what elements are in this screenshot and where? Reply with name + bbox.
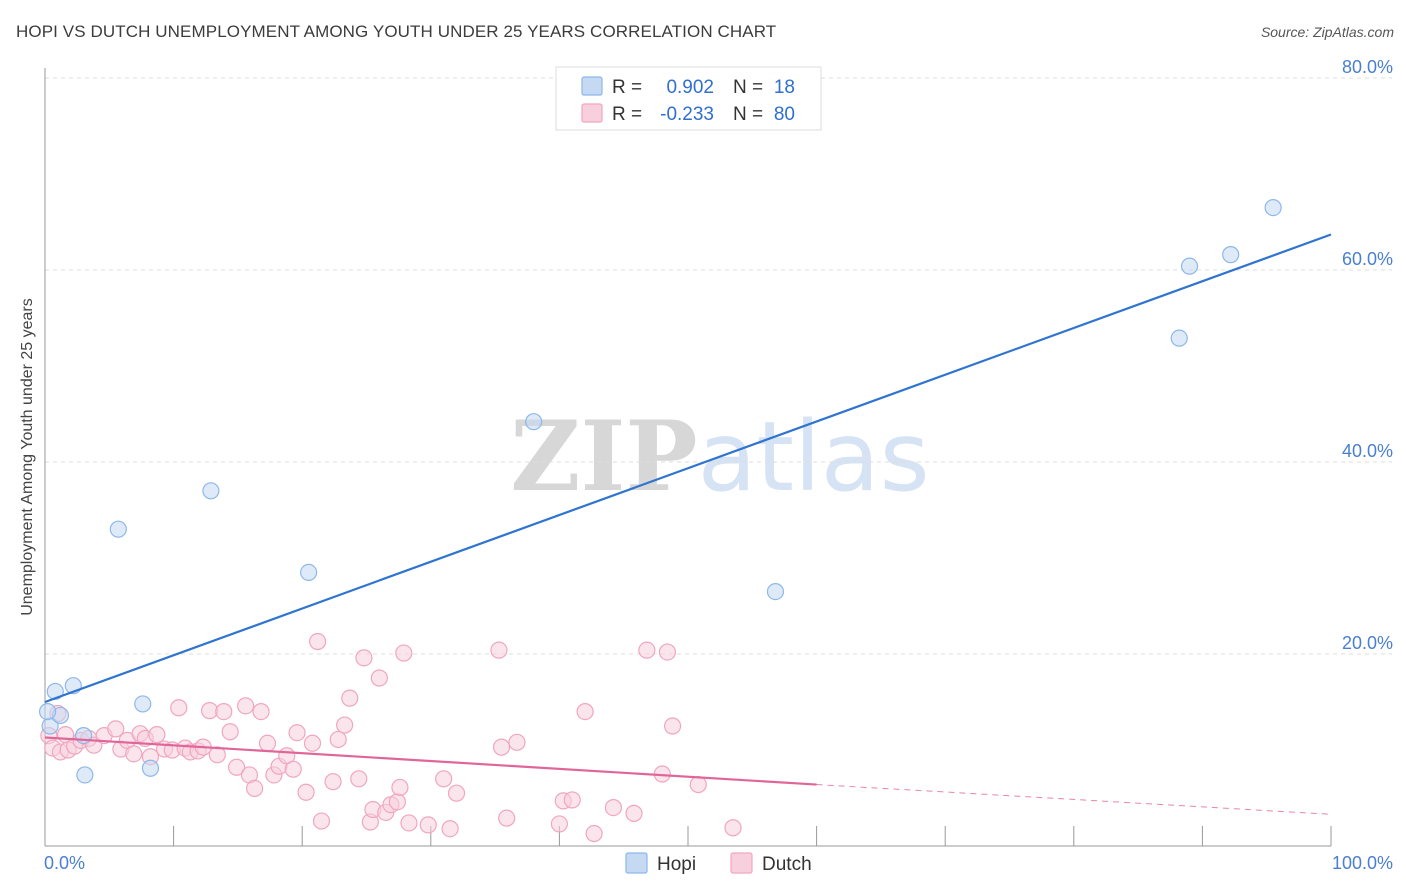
x-tick-label-max: 100.0% xyxy=(1332,853,1393,873)
dutch-point xyxy=(350,770,368,788)
r-value: -0.233 xyxy=(660,104,714,125)
dutch-point xyxy=(107,720,125,738)
hopi-point xyxy=(202,482,220,500)
dutch-legend-label: Dutch xyxy=(762,854,812,875)
dutch-points xyxy=(40,632,742,843)
dutch-point xyxy=(490,641,508,659)
n-label: N = xyxy=(733,104,763,125)
dutch-trend-extension xyxy=(816,784,1332,815)
hopi-point xyxy=(1222,246,1240,264)
dutch-point xyxy=(370,669,388,687)
dutch-point xyxy=(284,760,302,778)
dutch-point xyxy=(228,758,246,776)
dutch-point xyxy=(288,724,306,742)
dutch-point xyxy=(395,644,413,662)
dutch-point xyxy=(312,812,331,830)
stats-legend: R = 0.902 N = 18 R = -0.233 N = 80 xyxy=(555,66,822,131)
dutch-point xyxy=(663,717,682,735)
dutch-point xyxy=(563,791,581,809)
dutch-point xyxy=(309,632,327,651)
y-tick-label: 60.0% xyxy=(1342,249,1393,269)
hopi-point xyxy=(76,766,94,784)
y-tick-label: 80.0% xyxy=(1342,57,1393,77)
hopi-point xyxy=(38,702,57,721)
hopi-point xyxy=(141,759,160,777)
dutch-point xyxy=(492,738,511,756)
dutch-point xyxy=(604,798,623,817)
dutch-point xyxy=(658,643,677,661)
dutch-point xyxy=(355,649,373,667)
dutch-point xyxy=(237,697,255,715)
hopi-legend-label: Hopi xyxy=(657,854,696,875)
n-value: 80 xyxy=(774,104,795,125)
dutch-point xyxy=(297,783,315,801)
dutch-point xyxy=(246,779,264,798)
hopi-point xyxy=(525,413,543,431)
chart-title: HOPI VS DUTCH UNEMPLOYMENT AMONG YOUTH U… xyxy=(16,22,777,41)
dutch-point xyxy=(252,702,270,721)
n-label: N = xyxy=(733,77,763,98)
dutch-point xyxy=(689,775,707,794)
dutch-point xyxy=(498,809,516,827)
hopi-point xyxy=(1180,257,1199,275)
dutch-point xyxy=(435,770,453,788)
dutch-point xyxy=(400,814,418,832)
dutch-point xyxy=(724,819,742,837)
dutch-legend-swatch xyxy=(730,852,753,874)
x-tick-label-min: 0.0% xyxy=(44,853,85,873)
dutch-point xyxy=(388,793,406,811)
hopi-legend-swatch xyxy=(625,852,648,874)
dutch-point xyxy=(324,773,342,791)
r-value: 0.902 xyxy=(666,77,714,98)
hopi-point xyxy=(46,682,64,701)
dutch-trend-line xyxy=(44,736,817,786)
r-label: R = xyxy=(612,77,642,98)
dutch-point xyxy=(441,820,459,838)
dutch-point xyxy=(258,734,277,752)
watermark: ZIPatlas xyxy=(510,400,929,513)
hopi-point xyxy=(1264,199,1282,217)
dutch-point xyxy=(391,778,409,797)
hopi-legend-swatch xyxy=(581,76,603,96)
y-tick-label: 40.0% xyxy=(1342,441,1393,461)
chart-source: Source: ZipAtlas.com xyxy=(1260,24,1394,40)
r-label: R = xyxy=(612,104,642,125)
hopi-point xyxy=(134,695,152,713)
dutch-point xyxy=(208,746,226,764)
dutch-point xyxy=(148,726,166,744)
n-value: 18 xyxy=(774,77,795,98)
dutch-point xyxy=(341,689,359,707)
dutch-point xyxy=(125,745,143,763)
dutch-legend-swatch xyxy=(581,103,603,123)
y-tick-label: 20.0% xyxy=(1342,633,1393,653)
dutch-point xyxy=(508,733,526,751)
hopi-point xyxy=(1170,329,1188,347)
dutch-point xyxy=(447,784,466,802)
dutch-point xyxy=(419,816,437,834)
hopi-point xyxy=(766,582,785,601)
dutch-point xyxy=(329,730,347,749)
dutch-point xyxy=(638,641,656,659)
hopi-point xyxy=(109,520,127,538)
hopi-point xyxy=(300,563,318,582)
dutch-point xyxy=(550,815,569,833)
series-legend: Hopi Dutch xyxy=(625,852,812,875)
dutch-point xyxy=(576,702,594,721)
dutch-point xyxy=(585,824,603,843)
dutch-point xyxy=(625,804,643,822)
dutch-point xyxy=(303,734,322,752)
dutch-point xyxy=(170,699,188,717)
dutch-point xyxy=(215,702,233,721)
dutch-point xyxy=(221,723,239,741)
dutch-point xyxy=(336,716,354,734)
hopi-trend-line xyxy=(44,233,1332,704)
